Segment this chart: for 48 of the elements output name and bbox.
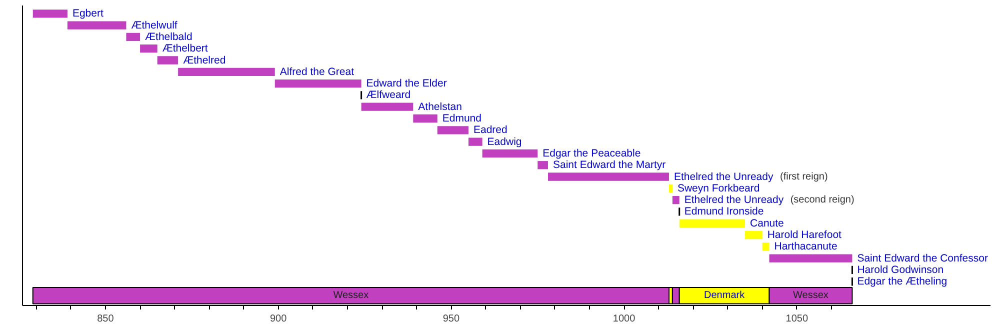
- bar: [274, 79, 362, 88]
- bar: [413, 114, 438, 123]
- bar: [126, 32, 140, 42]
- y-tick-label: Edmund Ironside: [684, 206, 764, 218]
- y-tick-label: Egbert: [72, 8, 104, 20]
- bar: [482, 149, 538, 158]
- y-tick-label: Æthelwulf: [131, 19, 178, 32]
- y-tick-label: Æthelbald: [145, 30, 192, 43]
- y-tick-label: Alfred the Great: [280, 66, 354, 78]
- x-tick-label: 950: [442, 314, 460, 324]
- bar: [468, 138, 482, 146]
- y-tick-label: Ælfweard: [366, 89, 411, 102]
- y-tick-label: Edgar the Peaceable: [542, 147, 641, 160]
- series-label: Denmark: [704, 290, 746, 302]
- y-tick-label: Æthelbert: [162, 42, 208, 55]
- y-tick-label: Athelstan: [418, 100, 462, 113]
- y-tick-label: Eadwig: [487, 136, 522, 148]
- y-tick-label: Canute: [750, 217, 784, 230]
- y-tick-label: Ethelred the Unready (second reign): [684, 194, 854, 206]
- y-tick-label: Edgar the Ætheling: [857, 276, 948, 288]
- bar: [548, 172, 669, 181]
- y-tick-label: Æthelred: [183, 54, 226, 66]
- y-tick-label: Ethelred the Unready (first reign): [674, 170, 828, 183]
- bar: [672, 196, 680, 204]
- bar: [67, 21, 126, 30]
- y-tick-label: Saint Edward the Confessor: [857, 252, 988, 264]
- bar: [361, 102, 414, 111]
- y-tick-label: Edward the Elder: [366, 78, 448, 90]
- bar: [538, 161, 548, 170]
- series-label: Wessex: [333, 290, 369, 302]
- bar: [178, 68, 275, 76]
- y-tick-label: Sweyn Forkbeard: [677, 182, 760, 194]
- y-tick-label: Edmund: [442, 112, 482, 125]
- bar: [769, 254, 852, 262]
- y-tick-label: Harold Harefoot: [767, 229, 842, 242]
- y-tick-label: Harold Godwinson: [857, 264, 944, 276]
- y-tick-label: Saint Edward the Martyr: [552, 159, 666, 172]
- bar: [157, 56, 178, 64]
- bar: [437, 126, 468, 134]
- series-label: Wessex: [793, 290, 828, 302]
- x-tick-label: 900: [270, 314, 288, 324]
- x-tick-label: 1000: [612, 314, 636, 324]
- x-tick-label: 850: [97, 314, 114, 324]
- bar: [140, 44, 158, 53]
- y-tick-label: Harthacanute: [774, 240, 838, 253]
- y-tick-label: Eadred: [473, 124, 508, 136]
- x-tick-label: 1050: [786, 314, 808, 324]
- bar: [32, 10, 68, 18]
